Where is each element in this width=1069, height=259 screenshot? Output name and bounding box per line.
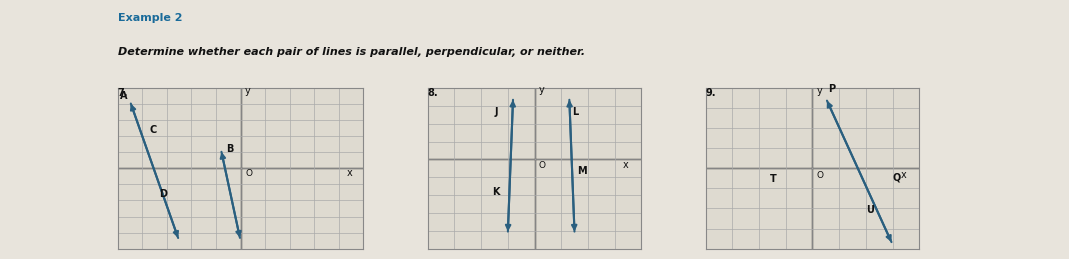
Text: D: D bbox=[159, 189, 168, 199]
Text: M: M bbox=[577, 166, 587, 176]
Text: O: O bbox=[539, 161, 545, 170]
Text: x: x bbox=[900, 170, 907, 180]
Text: O: O bbox=[817, 171, 823, 180]
Text: 8.: 8. bbox=[428, 88, 438, 98]
Text: Q: Q bbox=[893, 172, 901, 182]
Text: P: P bbox=[828, 84, 836, 94]
Text: B: B bbox=[226, 144, 233, 154]
Text: K: K bbox=[492, 187, 499, 197]
Text: x: x bbox=[622, 160, 629, 170]
Text: Determine whether each pair of lines is parallel, perpendicular, or neither.: Determine whether each pair of lines is … bbox=[118, 47, 585, 57]
Text: U: U bbox=[866, 205, 873, 214]
Text: y: y bbox=[539, 85, 544, 95]
Text: C: C bbox=[150, 125, 157, 135]
Text: T: T bbox=[770, 174, 776, 184]
Text: Example 2: Example 2 bbox=[118, 13, 182, 23]
Text: J: J bbox=[494, 107, 498, 117]
Text: L: L bbox=[572, 107, 578, 117]
Text: A: A bbox=[120, 91, 127, 101]
Text: y: y bbox=[817, 86, 822, 96]
Text: O: O bbox=[246, 169, 252, 178]
Text: y: y bbox=[244, 87, 250, 97]
Text: 7.: 7. bbox=[118, 88, 128, 98]
Text: x: x bbox=[346, 168, 352, 178]
Text: 9.: 9. bbox=[706, 88, 716, 98]
